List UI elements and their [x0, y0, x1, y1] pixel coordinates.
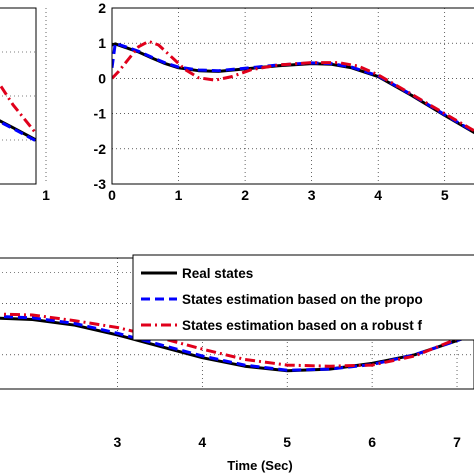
x-axis-label: Time (Sec) — [227, 458, 293, 473]
y-tick-label: -1 — [94, 106, 107, 122]
series-real-line — [112, 42, 474, 135]
axes-frame — [111, 7, 474, 185]
panel-left: 1 — [0, 7, 50, 203]
y-tick-label: -2 — [94, 141, 107, 157]
series-proposed-line — [0, 314, 474, 372]
series-proposed-line — [112, 41, 474, 134]
x-tick-label: 3 — [113, 434, 121, 450]
x-tick-label: 5 — [283, 434, 291, 450]
series-robust-line — [0, 312, 474, 368]
panel-top-right: 0 1 2 3 4 5 2 1 0 -1 -2 -3 — [94, 0, 474, 203]
x-tick-label: 4 — [198, 434, 206, 450]
y-tick-label: 1 — [98, 35, 106, 51]
legend-box — [132, 254, 474, 341]
y-tick-label: -3 — [94, 176, 107, 192]
x-tick-label: 5 — [441, 187, 449, 203]
x-tick-label: 4 — [374, 187, 382, 203]
x-tick-label: 3 — [308, 187, 316, 203]
legend-label-real: Real states — [182, 266, 253, 281]
x-tick-label: 0 — [108, 187, 116, 203]
series-robust-line — [0, 82, 36, 135]
series-proposed-line — [0, 120, 36, 143]
x-tick-label: 1 — [175, 187, 183, 203]
legend: Real states States estimation based on t… — [132, 254, 474, 341]
legend-label-robust: States estimation based on a robust f — [182, 318, 423, 333]
legend-label-proposed: States estimation based on the propo — [182, 292, 423, 307]
series-robust-line — [112, 39, 474, 133]
y-tick-label: 2 — [98, 0, 106, 16]
x-tick-label: 6 — [368, 434, 376, 450]
axes-frame — [0, 7, 37, 185]
x-tick-label: 1 — [42, 187, 50, 203]
x-tick-label: 2 — [241, 187, 249, 203]
y-tick-label: 0 — [98, 70, 106, 86]
x-tick-label: 7 — [453, 434, 461, 450]
